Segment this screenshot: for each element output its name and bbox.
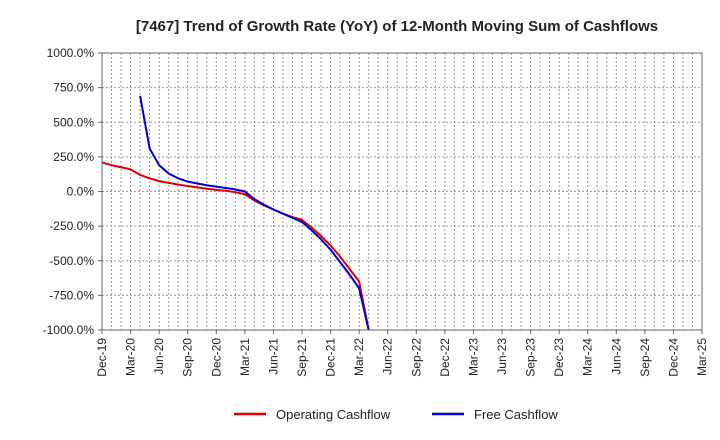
series-line-operating-cashflow <box>101 161 370 331</box>
y-tick-label: 250.0% <box>53 150 94 164</box>
x-tick-label: Dec-20 <box>209 338 223 377</box>
x-tick-label: Sep-22 <box>409 338 423 377</box>
y-tick-label: -250.0% <box>49 219 94 233</box>
x-tick-label: Sep-24 <box>638 338 652 377</box>
grid-lines <box>102 53 702 330</box>
x-tick-label: Jun-24 <box>609 338 623 375</box>
legend-label-free-cashflow: Free Cashflow <box>474 407 558 422</box>
x-tick-label: Dec-21 <box>324 338 338 377</box>
x-tick-label: Jun-22 <box>381 338 395 375</box>
y-axis-ticks: 1000.0% 750.0% 500.0% 250.0% 0.0% -250.0% -500… <box>43 46 102 337</box>
series-line-free-cashflow <box>139 95 370 331</box>
chart-title: [7467] Trend of Growth Rate (YoY) of 12-… <box>136 18 658 35</box>
x-tick-label: Mar-24 <box>581 338 595 376</box>
x-tick-label: Mar-20 <box>124 338 138 376</box>
x-tick-label: Dec-24 <box>666 338 680 377</box>
x-tick-label: Sep-23 <box>524 338 538 377</box>
y-tick-label: 500.0% <box>53 115 94 129</box>
x-tick-label: Sep-21 <box>295 338 309 377</box>
y-tick-label: -1000.0% <box>43 323 95 337</box>
legend-label-operating-cashflow: Operating Cashflow <box>276 407 391 422</box>
y-tick-label: 1000.0% <box>47 46 95 60</box>
series-lines <box>101 95 370 331</box>
x-tick-label: Dec-23 <box>552 338 566 377</box>
x-tick-label: Mar-22 <box>352 338 366 376</box>
plot-frame <box>101 52 703 331</box>
x-tick-label: Mar-23 <box>466 338 480 376</box>
x-axis-ticks: Dec-19 Mar-20 Jun-20 Sep-20 Dec-20 Mar-21 Jun-… <box>95 330 709 377</box>
x-tick-label: Sep-20 <box>181 338 195 377</box>
x-tick-label: Dec-19 <box>95 338 109 377</box>
y-tick-label: -750.0% <box>49 288 94 302</box>
legend: Operating Cashflow Free Cashflow <box>234 407 558 422</box>
y-tick-label: -500.0% <box>49 254 94 268</box>
x-tick-label: Jun-20 <box>152 338 166 375</box>
y-tick-label: 750.0% <box>53 81 94 95</box>
x-tick-label: Mar-21 <box>238 338 252 376</box>
x-tick-label: Dec-22 <box>438 338 452 377</box>
x-tick-label: Jun-21 <box>266 338 280 375</box>
x-tick-label: Mar-25 <box>695 338 709 376</box>
y-tick-label: 0.0% <box>67 185 95 199</box>
x-tick-label: Jun-23 <box>495 338 509 375</box>
